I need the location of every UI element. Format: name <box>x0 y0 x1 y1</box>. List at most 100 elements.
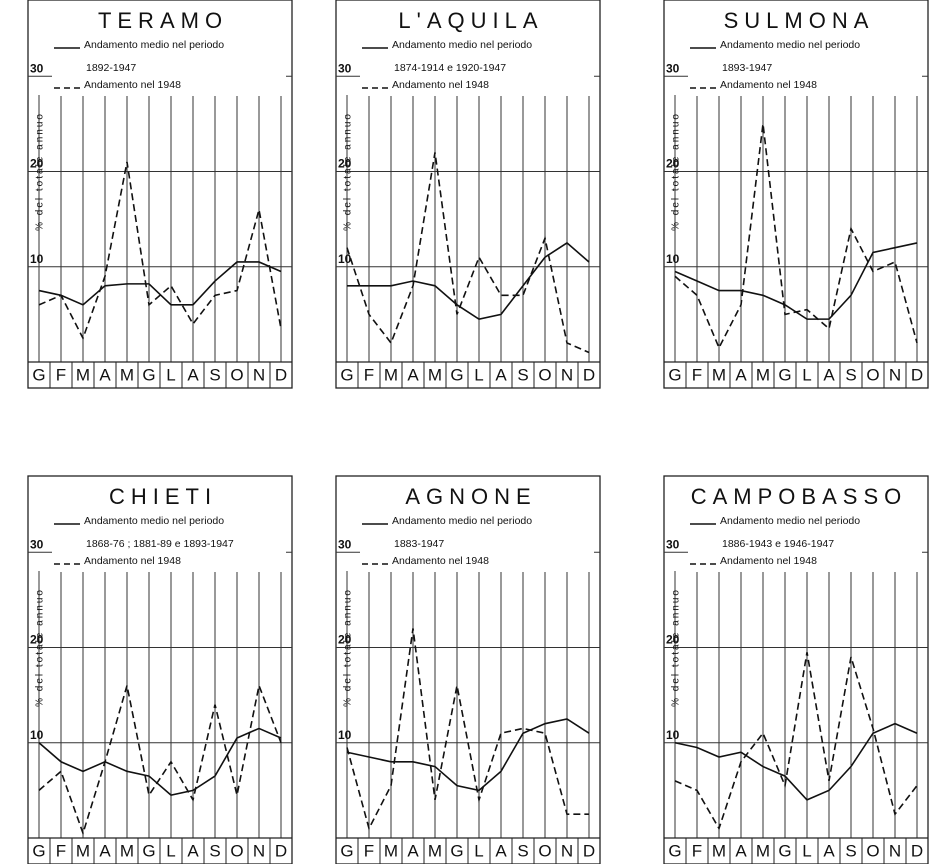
x-tick-label: O <box>866 365 879 384</box>
x-tick-label: M <box>756 841 770 860</box>
x-tick-label: G <box>450 365 463 384</box>
series-line <box>346 152 590 354</box>
legend-period: 1883-1947 <box>394 538 444 550</box>
x-tick-label: G <box>142 365 155 384</box>
x-tick-label: S <box>845 841 856 860</box>
series-line <box>346 628 589 831</box>
x-tick-label: D <box>275 841 287 860</box>
x-tick-label: A <box>407 365 419 384</box>
x-tick-label: D <box>275 365 287 384</box>
x-tick-label: N <box>561 365 573 384</box>
x-tick-label: A <box>187 841 199 860</box>
y-tick-label: 30 <box>338 537 352 551</box>
y-tick-label: 10 <box>30 252 44 266</box>
legend-box <box>52 4 286 96</box>
y-tick-label: 30 <box>666 61 680 75</box>
y-tick-label: 20 <box>338 633 352 647</box>
legend-period: 1886-1943 e 1946-1947 <box>722 538 834 550</box>
y-tick-label: 10 <box>666 252 680 266</box>
x-tick-label: G <box>32 365 45 384</box>
series-line <box>674 652 918 831</box>
x-tick-label: O <box>866 841 879 860</box>
y-tick-label: 20 <box>30 633 44 647</box>
chart-title: L'AQUILA <box>398 8 543 33</box>
x-tick-label: L <box>802 365 811 384</box>
x-tick-label: G <box>142 841 155 860</box>
series-line <box>38 682 282 836</box>
x-tick-label: M <box>428 365 442 384</box>
legend-label: Andamento medio nel periodo <box>84 515 224 527</box>
legend-label: Andamento medio nel periodo <box>720 515 860 527</box>
y-tick-label: 20 <box>666 633 680 647</box>
legend-box <box>360 4 594 96</box>
x-tick-label: F <box>56 365 66 384</box>
y-axis-label: % del totale annuo <box>343 112 354 231</box>
y-tick-label: 10 <box>666 728 680 742</box>
legend-label: Andamento medio nel periodo <box>84 39 224 51</box>
x-tick-label: L <box>474 841 483 860</box>
x-tick-label: A <box>99 365 111 384</box>
x-tick-label: M <box>712 365 726 384</box>
x-tick-label: G <box>778 365 791 384</box>
legend-period: 1868-76 ; 1881-89 e 1893-1947 <box>86 538 234 550</box>
y-tick-label: 30 <box>338 61 352 75</box>
chart-title: AGNONE <box>405 484 536 509</box>
x-tick-label: S <box>209 841 220 860</box>
x-tick-label: F <box>364 365 374 384</box>
series-line <box>38 727 282 796</box>
panel: 10 20 30 % del totale annuo L'AQUILA Andament… <box>335 0 601 389</box>
x-tick-label: M <box>428 841 442 860</box>
x-tick-label: D <box>911 365 923 384</box>
y-tick-label: 20 <box>666 157 680 171</box>
series-line <box>38 161 282 341</box>
series-line <box>38 261 282 306</box>
legend-period: 1893-1947 <box>722 62 772 74</box>
chart-title: TERAMO <box>98 8 228 33</box>
x-tick-label: A <box>823 841 835 860</box>
x-tick-label: G <box>668 365 681 384</box>
y-tick-label: 10 <box>30 728 44 742</box>
y-tick-label: 30 <box>30 537 44 551</box>
y-axis-label: % del totale annuo <box>343 588 354 707</box>
chart-title: CAMPOBASSO <box>691 484 907 509</box>
legend-label: Andamento nel 1948 <box>84 555 181 567</box>
legend-period: 1874-1914 e 1920-1947 <box>394 62 506 74</box>
x-tick-label: F <box>364 841 374 860</box>
series-line <box>674 123 918 350</box>
panel: 10 20 30 % del totale annuo CAMPOBASSO Andame… <box>663 475 929 864</box>
legend-period: 1892-1947 <box>86 62 136 74</box>
legend-label: Andamento nel 1948 <box>392 79 489 91</box>
x-tick-label: A <box>735 365 747 384</box>
y-axis-label: % del totale annuo <box>671 112 682 231</box>
y-axis-label: % del totale annuo <box>35 112 46 231</box>
series-line <box>674 722 918 801</box>
x-tick-label: N <box>253 841 265 860</box>
y-tick-label: 20 <box>338 157 352 171</box>
x-tick-label: G <box>778 841 791 860</box>
x-tick-label: A <box>187 365 199 384</box>
panel: 10 20 30 % del totale annuo AGNONE Andamento … <box>335 475 601 864</box>
x-tick-label: M <box>76 841 90 860</box>
y-tick-label: 20 <box>30 157 44 171</box>
x-tick-label: A <box>823 365 835 384</box>
series-line <box>346 718 590 792</box>
legend-box <box>52 480 286 572</box>
chart-title: CHIETI <box>109 484 217 509</box>
legend-box <box>688 4 922 96</box>
legend-label: Andamento medio nel periodo <box>392 39 532 51</box>
x-tick-label: G <box>340 841 353 860</box>
x-tick-label: G <box>32 841 45 860</box>
x-tick-label: S <box>517 841 528 860</box>
legend-box <box>688 480 922 572</box>
x-tick-label: O <box>538 365 551 384</box>
x-tick-label: S <box>517 365 528 384</box>
y-tick-label: 10 <box>338 252 352 266</box>
x-tick-label: O <box>230 365 243 384</box>
x-tick-label: L <box>474 365 483 384</box>
x-tick-label: A <box>99 841 111 860</box>
x-tick-label: N <box>561 841 573 860</box>
panel: 10 20 30 % del totale annuo SULMONA Andamento… <box>663 0 929 389</box>
chart-title: SULMONA <box>724 8 875 33</box>
panel: 10 20 30 % del totale annuo TERAMO Andamento … <box>27 0 293 389</box>
legend-label: Andamento nel 1948 <box>392 555 489 567</box>
